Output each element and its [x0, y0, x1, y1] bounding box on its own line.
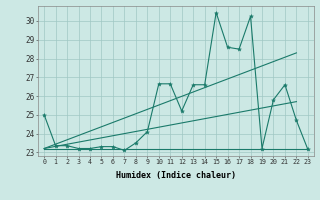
X-axis label: Humidex (Indice chaleur): Humidex (Indice chaleur): [116, 171, 236, 180]
